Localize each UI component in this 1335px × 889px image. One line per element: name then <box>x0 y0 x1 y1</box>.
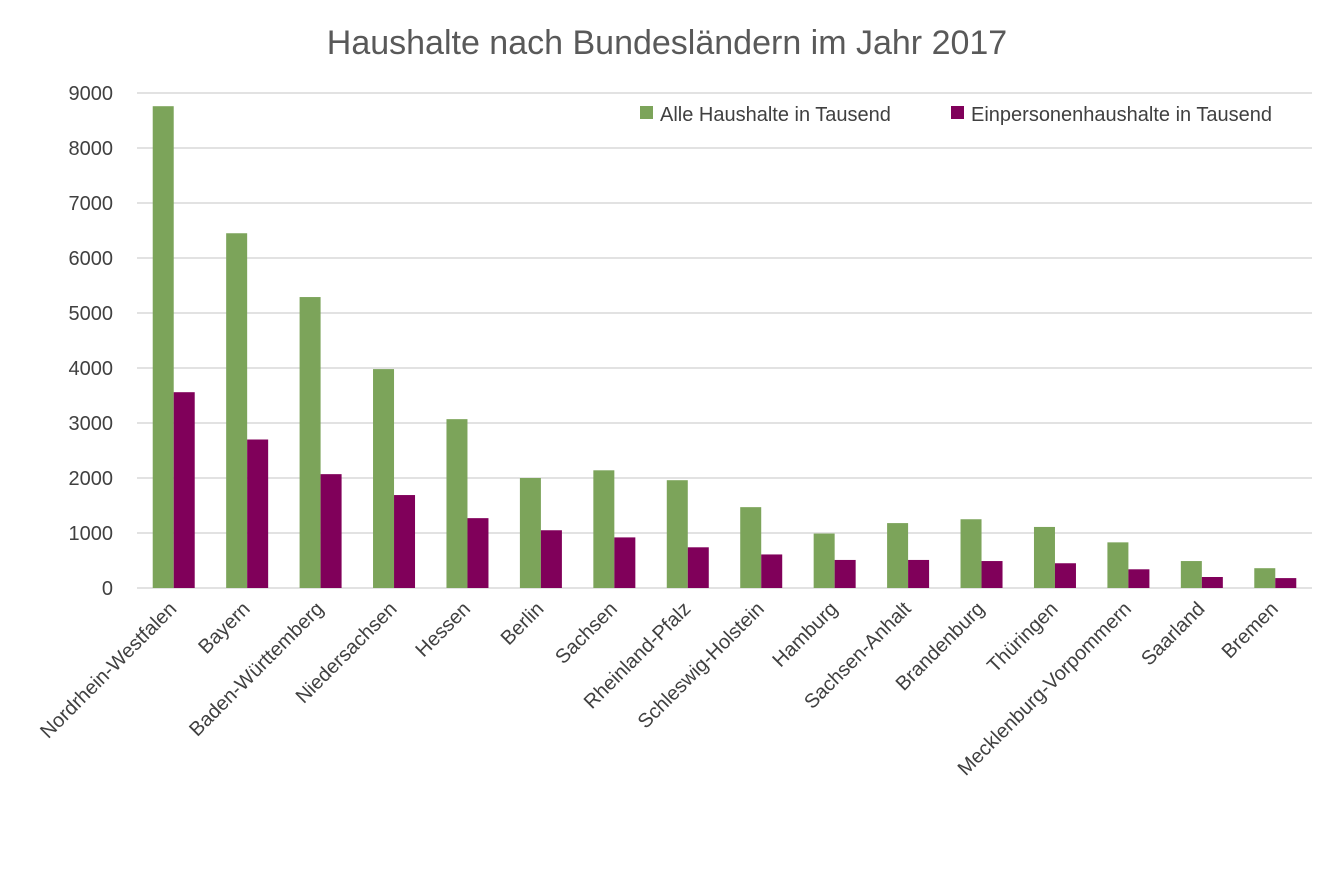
bar-einpersonenhaushalte-4 <box>467 518 489 588</box>
bar-alle-haushalte-5 <box>519 478 541 588</box>
bar-einpersonenhaushalte-1 <box>247 439 269 588</box>
bar-einpersonenhaushalte-15 <box>1275 578 1297 588</box>
y-tick-label: 6000 <box>69 248 114 270</box>
bar-alle-haushalte-0 <box>152 106 174 588</box>
x-axis-labels: Nordrhein-Westfalen BayernBaden-Württembe… <box>36 598 1283 781</box>
x-category-label: Thüringen <box>983 598 1062 677</box>
bar-einpersonenhaushalte-5 <box>540 530 562 588</box>
y-tick-label: 9000 <box>69 83 114 105</box>
x-category-label: Hamburg <box>768 598 842 672</box>
legend-swatch-einpersonenhaushalte <box>951 106 964 119</box>
legend-label-einpersonenhaushalte: Einpersonenhaushalte in Tausend <box>971 104 1272 126</box>
bar-alle-haushalte-9 <box>813 533 835 588</box>
bar-alle-haushalte-8 <box>740 507 762 588</box>
bar-einpersonenhaushalte-11 <box>981 561 1003 588</box>
bar-einpersonenhaushalte-10 <box>908 559 930 588</box>
bar-einpersonenhaushalte-2 <box>320 474 342 588</box>
bar-alle-haushalte-11 <box>960 519 982 588</box>
x-category-label: Schleswig-Holstein <box>634 598 769 733</box>
bar-alle-haushalte-1 <box>226 233 248 588</box>
bar-einpersonenhaushalte-14 <box>1201 577 1223 588</box>
bar-einpersonenhaushalte-12 <box>1054 563 1076 588</box>
chart-title: Haushalte nach Bundesländern im Jahr 201… <box>327 24 1007 62</box>
bar-einpersonenhaushalte-9 <box>834 559 856 588</box>
x-category-label: Berlin <box>497 598 549 650</box>
bar-alle-haushalte-6 <box>593 470 615 588</box>
x-category-label: Nordrhein-Westfalen <box>36 598 181 743</box>
y-tick-label: 0 <box>102 578 113 600</box>
bar-einpersonenhaushalte-8 <box>761 554 783 588</box>
bar-einpersonenhaushalte-6 <box>614 537 636 588</box>
y-tick-label: 4000 <box>69 358 114 380</box>
x-category-label: Bayern <box>194 598 254 658</box>
y-tick-label: 2000 <box>69 468 114 490</box>
x-category-label: Sachsen <box>551 598 622 669</box>
bar-alle-haushalte-13 <box>1107 542 1129 588</box>
bar-alle-haushalte-3 <box>373 369 395 588</box>
legend-label-alle-haushalte: Alle Haushalte in Tausend <box>660 104 891 126</box>
y-tick-label: 8000 <box>69 138 114 160</box>
x-category-label: Hessen <box>411 598 475 662</box>
x-category-label: Bremen <box>1218 598 1283 663</box>
y-tick-label: 3000 <box>69 413 114 435</box>
x-category-label: Baden-Württemberg <box>185 598 328 741</box>
y-tick-label: 7000 <box>69 193 114 215</box>
bar-alle-haushalte-14 <box>1180 561 1202 588</box>
bars <box>152 106 1297 588</box>
bar-alle-haushalte-7 <box>666 480 688 588</box>
legend-swatch-alle-haushalte <box>640 106 653 119</box>
bar-einpersonenhaushalte-3 <box>394 495 416 588</box>
bar-alle-haushalte-4 <box>446 419 468 588</box>
bar-alle-haushalte-12 <box>1033 526 1055 588</box>
bar-alle-haushalte-15 <box>1254 568 1276 588</box>
bar-alle-haushalte-10 <box>887 523 909 588</box>
bar-einpersonenhaushalte-13 <box>1128 569 1150 588</box>
legend: Alle Haushalte in Tausend Einpersonenhau… <box>640 104 1272 126</box>
bar-einpersonenhaushalte-0 <box>173 392 195 588</box>
bar-einpersonenhaushalte-7 <box>687 547 709 588</box>
bar-alle-haushalte-2 <box>299 297 321 588</box>
y-tick-label: 5000 <box>69 303 114 325</box>
y-tick-label: 1000 <box>69 523 114 545</box>
x-category-label: Saarland <box>1137 598 1209 670</box>
y-axis-ticks: 0 1000 2000 3000 4000 5000 6000 7000 8000 9000 <box>69 83 114 600</box>
